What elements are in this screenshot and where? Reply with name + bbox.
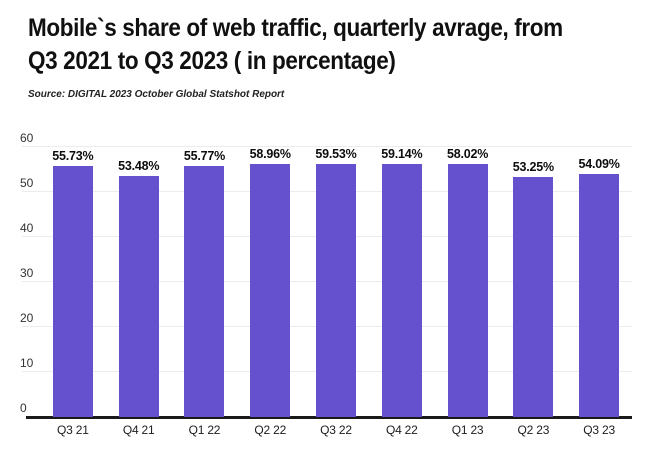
x-tick-label: Q3 21 [57,423,89,437]
bar-q3-23 [579,173,620,417]
x-axis-labels: Q3 21 Q4 21 Q1 22 Q2 22 Q3 22 Q4 22 Q1 23 Q2 23… [40,423,632,437]
x-tick-label: Q4 21 [122,423,155,437]
bar-q4-21 [118,176,159,417]
x-tick-label: Q4 22 [385,423,418,437]
bar-value-label: 59.14% [381,147,423,161]
bar-value-label: 54.09% [578,156,620,171]
x-tick-label: Q1 22 [188,423,221,437]
x-tick-label: Q3 22 [320,423,352,437]
bar-value-label: 53.25% [512,160,554,175]
bar-slot: 58.96% [237,147,303,417]
y-tick-label: 60 [20,131,34,145]
y-tick-label: 10 [20,356,34,371]
bar-value-label: 53.48% [118,159,160,174]
bar-slot: 59.14% [369,147,435,417]
bar-q3-22 [316,164,357,417]
chart-title-line1: Mobile`s share of web traffic, quarterly… [28,14,563,42]
bar-value-label: 58.02% [446,147,489,161]
y-tick-label: 0 [20,401,27,415]
bar-value-label: 58.96% [249,147,291,161]
bar-q1-23 [447,164,488,417]
chart-title: Mobile`s share of web traffic, quarterly… [28,12,579,78]
y-tick-label: 50 [20,176,34,190]
bar-q4-22 [381,164,422,417]
bar-slot: 53.48% [106,147,172,417]
y-tick-label: 20 [20,311,34,326]
bar-slot: 54.09% [566,147,632,417]
y-tick-label: 40 [20,221,34,236]
chart-header: Mobile`s share of web traffic, quarterly… [28,12,640,100]
x-tick-label: Q3 23 [583,423,615,437]
x-axis-line [26,416,632,419]
chart-title-line2: Q3 2021 to Q3 2023 ( in percentage) [28,47,396,75]
x-tick-label: Q1 23 [451,423,484,437]
gridline [22,146,632,147]
bar-q3-21 [52,166,93,417]
bar-slot: 59.53% [303,147,369,417]
chart-source: Source: DIGITAL 2023 October Global Stat… [28,88,285,100]
bar-value-label: 59.53% [315,147,357,161]
x-tick-label: Q2 22 [254,423,287,437]
plot-area: 0 10 20 30 40 50 60 55.73% 53.48% 55.77% 58.96% 59.… [20,132,632,417]
bar-q2-22 [250,164,291,417]
x-tick-label: Q2 23 [517,423,550,437]
bar-slot: 55.73% [40,147,106,417]
bar-value-label: 55.73% [52,149,94,164]
bar-slot: 55.77% [172,147,238,417]
bar-q2-23 [513,177,554,417]
bar-slot: 53.25% [500,147,566,417]
y-tick-label: 30 [20,266,34,280]
bar-q1-22 [184,166,225,417]
bar-slot: 58.02% [435,147,501,417]
bar-value-label: 55.77% [183,149,226,164]
